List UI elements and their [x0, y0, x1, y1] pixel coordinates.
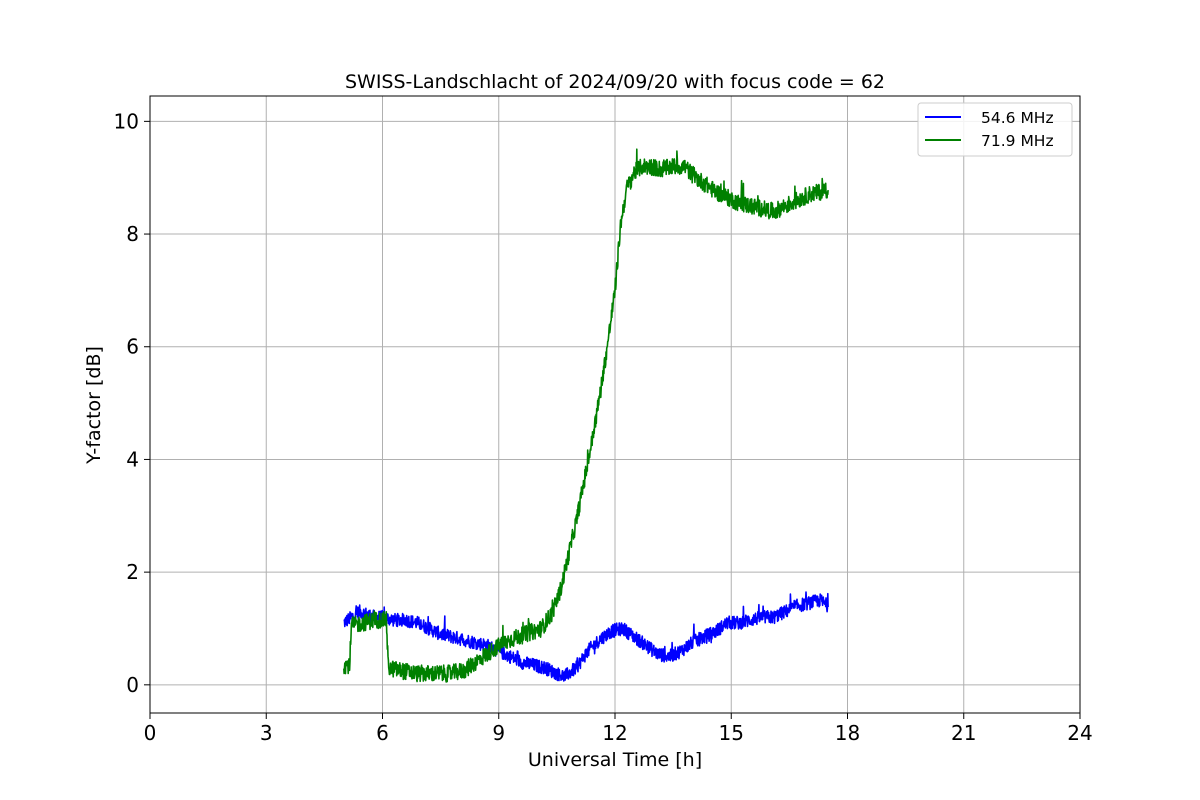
series-layer	[343, 148, 829, 683]
x-tick-label: 24	[1067, 721, 1092, 745]
chart-title: SWISS-Landschlacht of 2024/09/20 with fo…	[345, 71, 885, 93]
y-tick-label: 8	[126, 222, 139, 246]
x-tick-label: 9	[492, 721, 505, 745]
y-tick-label: 0	[126, 673, 139, 697]
x-tick-label: 18	[835, 721, 860, 745]
series-line-1	[343, 591, 829, 682]
x-tick-label: 15	[719, 721, 744, 745]
x-tick-label: 21	[951, 721, 976, 745]
y-tick-label: 4	[126, 447, 139, 471]
series-line-2	[343, 148, 829, 683]
x-tick-label: 12	[602, 721, 627, 745]
y-axis-label: Y-factor [dB]	[83, 346, 105, 465]
x-tick-label: 3	[260, 721, 273, 745]
y-tick-label: 6	[126, 335, 139, 359]
legend-label-2: 71.9 MHz	[981, 132, 1054, 150]
y-tick-label: 2	[126, 560, 139, 584]
legend: 54.6 MHz 71.9 MHz	[917, 102, 1073, 157]
legend-label-1: 54.6 MHz	[981, 109, 1054, 127]
x-axis-label: Universal Time [h]	[528, 749, 702, 771]
y-tick-label: 10	[114, 109, 139, 133]
x-tick-label: 6	[376, 721, 389, 745]
x-tick-label: 0	[144, 721, 157, 745]
